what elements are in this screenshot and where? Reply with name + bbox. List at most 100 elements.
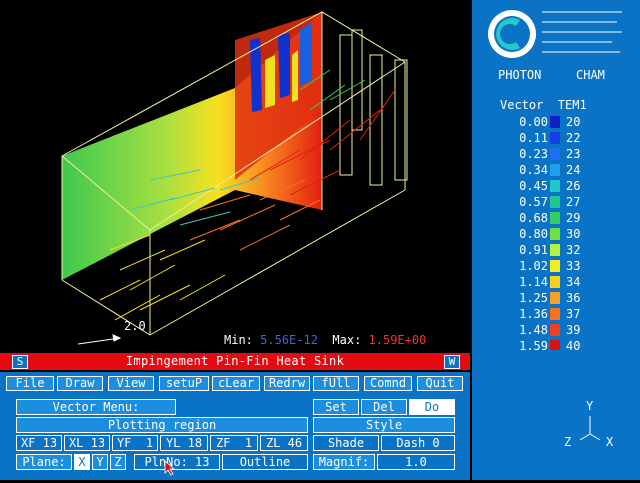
outline-button[interactable]: Outline: [222, 454, 308, 470]
vector-menu-label: Vector Menu:: [16, 399, 176, 415]
legend-swatch: [550, 196, 560, 208]
min-label: Min:: [224, 333, 253, 347]
legend-row: 0.45 26: [472, 180, 640, 192]
s-button[interactable]: S: [12, 355, 28, 369]
zf-field[interactable]: ZF 1: [210, 435, 258, 451]
legend-index: 40: [566, 339, 581, 353]
legend-index: 37: [566, 307, 581, 321]
style-label: Style: [313, 417, 455, 433]
min-value: 5.56E-12: [260, 333, 318, 347]
legend-swatch: [550, 116, 560, 128]
legend-row: 1.36 37: [472, 308, 640, 320]
yl-field[interactable]: YL 18: [160, 435, 208, 451]
title-bar: S Impingement Pin-Fin Heat Sink W: [0, 353, 470, 370]
legend-row: 0.23 23: [472, 148, 640, 160]
set-button[interactable]: Set: [313, 399, 359, 415]
legend-index: 24: [566, 163, 581, 177]
max-label: Max:: [332, 333, 362, 347]
scale-arrow-label: 2.0: [124, 319, 146, 333]
axis-z-label: Z: [564, 435, 572, 449]
legend-value: 1.25: [519, 291, 548, 305]
legend-value: 0.23: [519, 147, 548, 161]
xl-field[interactable]: XL 13: [64, 435, 110, 451]
legend-swatch: [550, 164, 560, 176]
legend-swatch: [550, 324, 560, 336]
legend-index: 20: [566, 115, 581, 129]
menu-file[interactable]: File: [6, 376, 54, 391]
menu-view[interactable]: View: [108, 376, 154, 391]
del-button[interactable]: Del: [361, 399, 407, 415]
legend-index: 34: [566, 275, 581, 289]
legend-swatch: [550, 212, 560, 224]
legend-value: 1.36: [519, 307, 548, 321]
graphics-viewport[interactable]: 2.0: [0, 0, 470, 350]
plane-number-field[interactable]: PlnNo: 13: [134, 454, 220, 470]
zl-field[interactable]: ZL 46: [260, 435, 308, 451]
legend-value: 1.59: [519, 339, 548, 353]
legend-index: 27: [566, 195, 581, 209]
legend-index: 29: [566, 211, 581, 225]
legend-row: 0.68 29: [472, 212, 640, 224]
plane-z-button[interactable]: Z: [110, 454, 126, 470]
legend-row: 1.48 39: [472, 324, 640, 336]
dash-field[interactable]: Dash 0: [381, 435, 455, 451]
legend-row: 0.00 20: [472, 116, 640, 128]
photon-logo-icon: [488, 10, 622, 58]
brand-cham: CHAM: [576, 68, 605, 82]
legend-title: Vector TEM1: [500, 98, 587, 112]
legend-index: 23: [566, 147, 581, 161]
scale-arrow: [77, 334, 122, 345]
legend-row: 0.91 32: [472, 244, 640, 256]
legend-value: 1.48: [519, 323, 548, 337]
legend-row: 1.02 33: [472, 260, 640, 272]
legend-index: 26: [566, 179, 581, 193]
menu-quit[interactable]: Quit: [417, 376, 463, 391]
menu-bar: File Draw View setuP cLear Redrw fUll Co…: [0, 372, 470, 392]
axis-y-label: Y: [586, 399, 594, 413]
plane-y-button[interactable]: Y: [92, 454, 108, 470]
brand-photon: PHOTON: [498, 68, 542, 82]
legend-swatch: [550, 292, 560, 304]
logo-panel: [472, 0, 640, 88]
w-button[interactable]: W: [444, 355, 460, 369]
menu-draw[interactable]: Draw: [57, 376, 103, 391]
yf-field[interactable]: YF 1: [112, 435, 158, 451]
legend-swatch: [550, 276, 560, 288]
shade-button[interactable]: Shade: [313, 435, 379, 451]
menu-full[interactable]: fUll: [313, 376, 359, 391]
legend-value: 0.45: [519, 179, 548, 193]
xf-field[interactable]: XF 13: [16, 435, 62, 451]
legend-value: 0.57: [519, 195, 548, 209]
legend-swatch: [550, 244, 560, 256]
legend-swatch: [550, 260, 560, 272]
plane-x-button[interactable]: X: [74, 454, 90, 470]
color-legend: Vector TEM1 0.00 20 0.11 22 0.23 23 0.34 24 0.45…: [472, 88, 640, 353]
legend-value: 1.14: [519, 275, 548, 289]
legend-swatch: [550, 340, 560, 352]
legend-value: 0.80: [519, 227, 548, 241]
legend-value: 0.00: [519, 115, 548, 129]
menu-command[interactable]: Comnd: [364, 376, 412, 391]
vector-plot: 2.0: [61, 11, 408, 345]
legend-swatch: [550, 180, 560, 192]
legend-index: 33: [566, 259, 581, 273]
legend-swatch: [550, 228, 560, 240]
max-value: 1.59E+00: [368, 333, 427, 347]
legend-row: 0.11 22: [472, 132, 640, 144]
legend-index: 39: [566, 323, 581, 337]
do-button[interactable]: Do: [409, 399, 455, 415]
legend-swatch: [550, 132, 560, 144]
legend-index: 30: [566, 227, 581, 241]
menu-clear[interactable]: cLear: [212, 376, 260, 391]
brand-labels: PHOTON CHAM: [472, 66, 640, 86]
legend-index: 32: [566, 243, 581, 257]
plotting-region-label: Plotting region: [16, 417, 308, 433]
axis-x-label: X: [606, 435, 614, 449]
magnif-field[interactable]: 1.0: [377, 454, 455, 470]
legend-value: 0.11: [519, 131, 548, 145]
menu-redraw[interactable]: Redrw: [264, 376, 310, 391]
legend-index: 36: [566, 291, 581, 305]
menu-setup[interactable]: setuP: [159, 376, 209, 391]
legend-swatch: [550, 308, 560, 320]
legend-value: 1.02: [519, 259, 548, 273]
